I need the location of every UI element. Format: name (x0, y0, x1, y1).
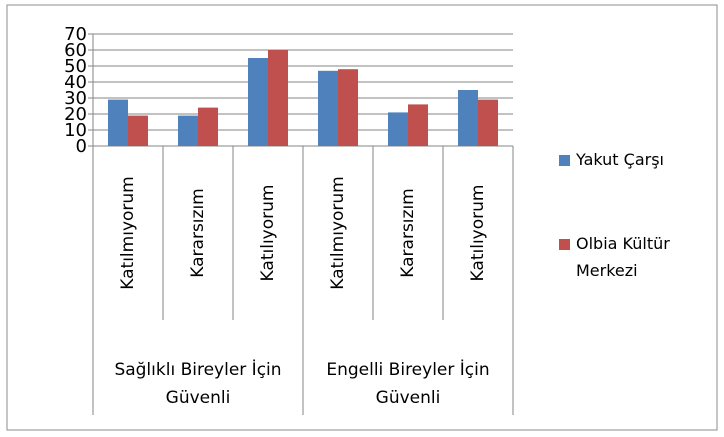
bar (478, 99, 498, 146)
bar (178, 115, 198, 146)
y-tick-label: 40 (64, 72, 87, 93)
bar (318, 70, 338, 146)
bar (128, 115, 148, 146)
bar (388, 112, 408, 146)
x-tick-label: Katılıyorum (258, 185, 278, 282)
x-tick-label: Kararsızım (188, 188, 208, 277)
bar (458, 90, 478, 146)
y-tick-label: 20 (64, 104, 87, 125)
y-tick-label: 10 (64, 120, 87, 141)
group-label: Sağlıklı Bireyler İçin Güvenli (114, 360, 282, 408)
legend-swatch (559, 239, 570, 250)
bar (248, 58, 268, 146)
legend-label: Olbia Kültür Merkezi (576, 234, 670, 280)
group-label: Engelli Bireyler İçin Güvenli (326, 360, 490, 408)
y-tick-label: 0 (76, 136, 87, 157)
bar (338, 69, 358, 146)
bar (268, 50, 288, 146)
y-tick-label: 70 (64, 24, 87, 45)
x-tick-label: Katılmıyorum (118, 176, 138, 289)
bar (408, 104, 428, 146)
legend-label: Yakut Çarşı (576, 150, 664, 169)
y-tick-label: 30 (64, 88, 87, 109)
y-tick-label: 60 (64, 40, 87, 61)
bar (198, 107, 218, 146)
x-tick-label: Kararsızım (398, 188, 418, 277)
bar (108, 99, 128, 146)
chart-border (6, 4, 718, 431)
legend-swatch (559, 155, 570, 166)
x-tick-label: Katılıyorum (468, 185, 488, 282)
x-tick-label: Katılmıyorum (328, 176, 348, 289)
y-tick-label: 50 (64, 56, 87, 77)
